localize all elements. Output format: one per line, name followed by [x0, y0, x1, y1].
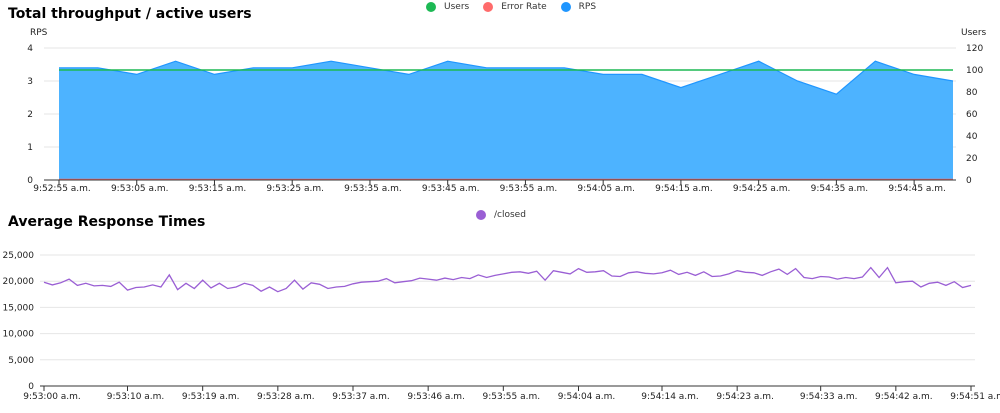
- y-tick-label: 20,000: [3, 277, 35, 287]
- y-right-axis-label: Users: [961, 28, 987, 38]
- legend-swatch-rps: [560, 2, 571, 12]
- y-right-tick-label: 20: [966, 154, 978, 164]
- x-tick-label: 9:53:55 a.m.: [483, 392, 541, 402]
- x-tick-label: 9:54:25 a.m.: [733, 184, 791, 194]
- y-right-tick-label: 0: [966, 176, 972, 186]
- y-left-tick-label: 0: [27, 176, 33, 186]
- y-left-axis-label: RPS: [30, 28, 48, 38]
- y-tick-label: 15,000: [3, 303, 35, 313]
- x-tick-label: 9:54:42 a.m.: [875, 392, 933, 402]
- x-tick-label: 9:53:45 a.m.: [422, 184, 480, 194]
- y-left-tick-label: 1: [27, 143, 33, 153]
- x-tick-label: 9:53:19 a.m.: [182, 392, 240, 402]
- response-times-chart-title: Average Response Times: [8, 214, 206, 230]
- y-right-tick-label: 100: [966, 66, 983, 76]
- x-tick-label: 9:54:15 a.m.: [655, 184, 713, 194]
- x-tick-label: 9:53:55 a.m.: [500, 184, 558, 194]
- legend-label-error-rate: Error Rate: [501, 2, 547, 12]
- x-tick-label: 9:53:46 a.m.: [407, 392, 465, 402]
- y-right-tick-label: 80: [966, 88, 978, 98]
- legend-item-users[interactable]: Users: [426, 2, 469, 12]
- y-left-tick-label: 3: [27, 77, 33, 87]
- legend-swatch-closed: [476, 210, 486, 220]
- rps-line: [59, 60, 954, 95]
- x-tick-label: 9:52:55 a.m.: [33, 184, 91, 194]
- y-right-tick-label: 120: [966, 44, 983, 54]
- x-tick-label: 9:53:00 a.m.: [23, 392, 81, 402]
- legend-item-closed[interactable]: /closed: [476, 210, 526, 220]
- x-tick-label: 9:53:25 a.m.: [266, 184, 324, 194]
- x-tick-label: 9:54:51 a.m.: [950, 392, 1000, 402]
- x-tick-label: 9:54:14 a.m.: [641, 392, 699, 402]
- x-tick-label: 9:54:04 a.m.: [558, 392, 616, 402]
- throughput-chart-title: Total throughput / active users: [8, 6, 252, 22]
- legend-label-rps: RPS: [578, 2, 597, 12]
- closed-response-line: [43, 266, 972, 293]
- legend-label-closed: /closed: [494, 210, 526, 220]
- legend-item-rps[interactable]: RPS: [560, 2, 597, 12]
- y-left-tick-label: 4: [27, 44, 33, 54]
- legend-label-users: Users: [444, 2, 470, 12]
- x-tick-label: 9:54:35 a.m.: [811, 184, 869, 194]
- y-left-tick-label: 2: [27, 110, 33, 120]
- x-tick-label: 9:54:45 a.m.: [888, 184, 946, 194]
- x-tick-label: 9:54:23 a.m.: [716, 392, 774, 402]
- y-right-tick-label: 40: [966, 132, 978, 142]
- x-tick-label: 9:53:15 a.m.: [189, 184, 247, 194]
- x-tick-label: 9:54:33 a.m.: [800, 392, 858, 402]
- x-tick-label: 9:53:28 a.m.: [257, 392, 315, 402]
- x-tick-label: 9:53:05 a.m.: [111, 184, 169, 194]
- x-tick-label: 9:53:37 a.m.: [332, 392, 390, 402]
- legend-item-error-rate[interactable]: Error Rate: [483, 2, 547, 12]
- x-tick-label: 9:53:10 a.m.: [107, 392, 165, 402]
- y-right-tick-label: 60: [966, 110, 978, 120]
- legend-swatch-error-rate: [483, 2, 494, 12]
- legend-swatch-users: [426, 2, 436, 12]
- y-tick-label: 10,000: [3, 330, 35, 340]
- y-tick-label: 5,000: [8, 356, 34, 366]
- y-tick-label: 0: [28, 382, 34, 392]
- y-tick-label: 25,000: [3, 251, 35, 261]
- x-tick-label: 9:54:05 a.m.: [577, 184, 635, 194]
- x-tick-label: 9:53:35 a.m.: [344, 184, 402, 194]
- response-times-legend: /closed: [476, 210, 540, 220]
- throughput-legend: Users Error Rate RPS: [426, 2, 610, 12]
- rps-area: [59, 61, 953, 181]
